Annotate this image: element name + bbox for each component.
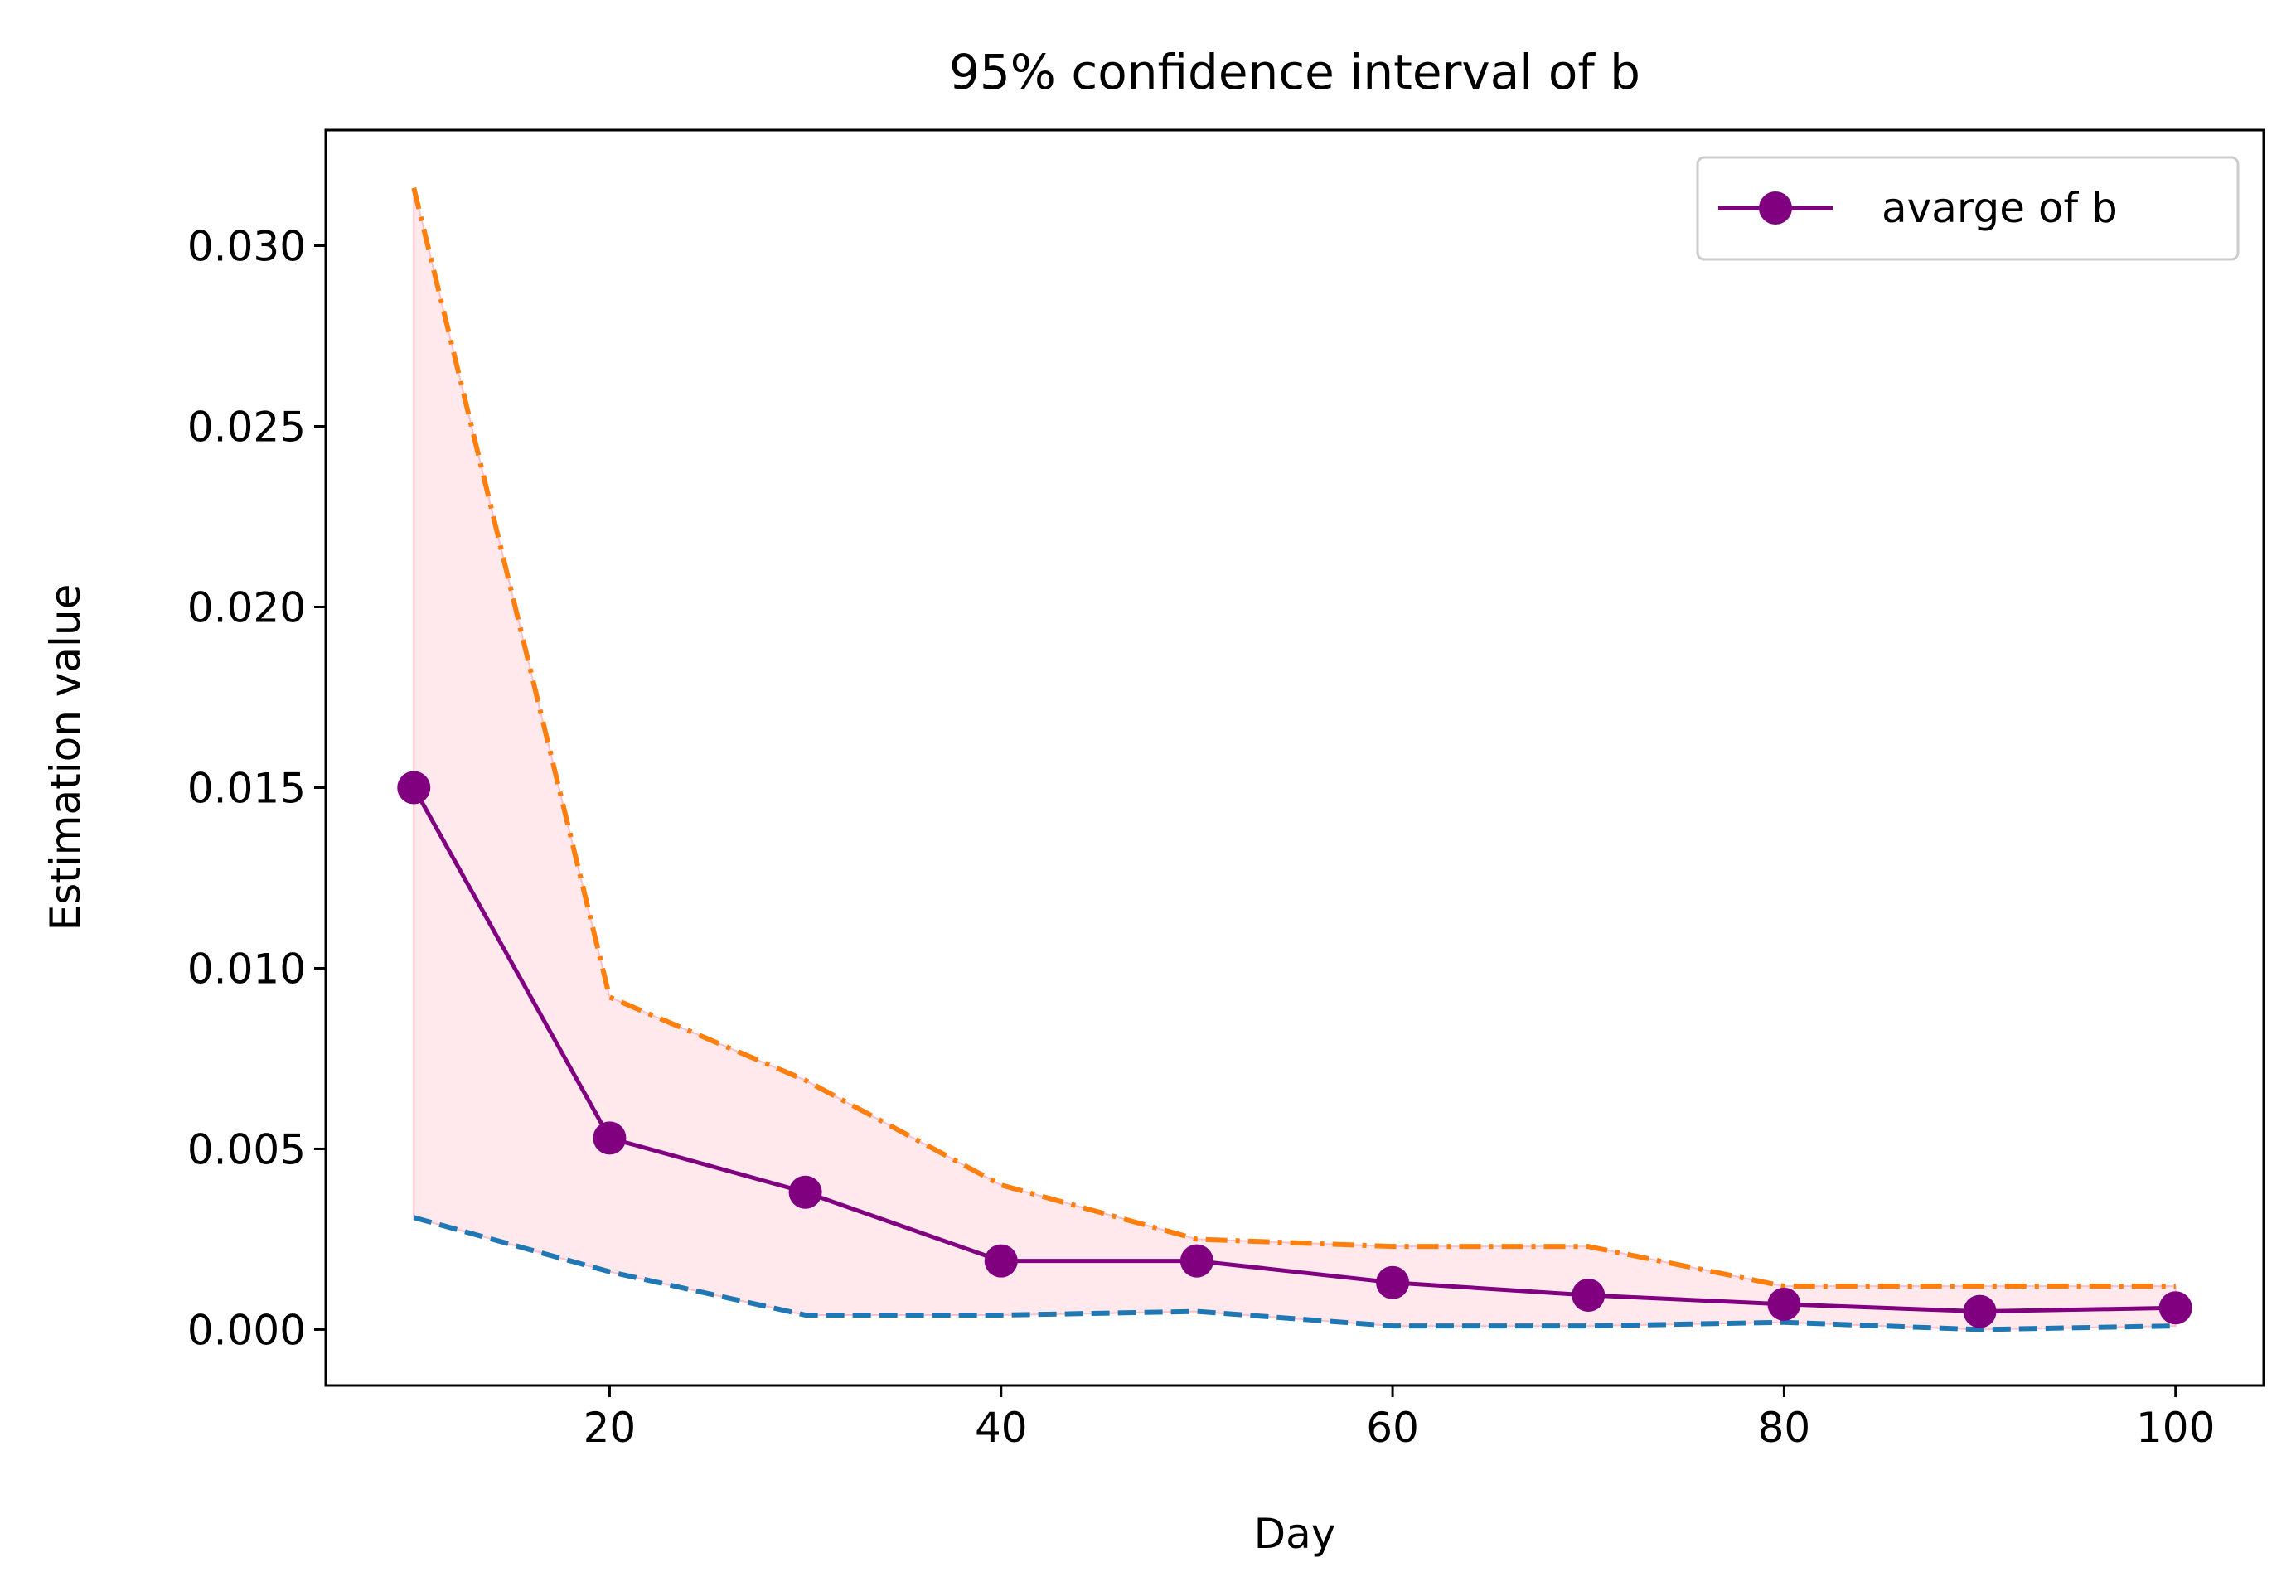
mean-marker [1179, 1244, 1213, 1278]
plot-frame [324, 128, 2265, 1387]
x-tick-label: 40 [975, 1404, 1028, 1452]
mean-marker [984, 1244, 1018, 1278]
mean-marker [1963, 1294, 1997, 1328]
chart-title: 95% confidence interval of b [949, 44, 1640, 100]
y-tick-label: 0.005 [187, 1125, 306, 1173]
x-axis-label: Day [1254, 1510, 1336, 1558]
series-markers [397, 771, 2192, 1328]
y-tick-label: 0.010 [187, 945, 306, 993]
mean-marker [1572, 1279, 1606, 1313]
mean-marker [593, 1121, 627, 1155]
mean-marker [1767, 1287, 1801, 1321]
y-tick-label: 0.000 [187, 1306, 306, 1354]
y-axis-label: Estimation value [41, 584, 90, 931]
x-tick-label: 60 [1366, 1404, 1419, 1452]
x-tick-label: 100 [2136, 1404, 2215, 1452]
mean-line [412, 786, 2176, 1314]
y-axis: 0.000 0.005 0.010 0.015 0.020 0.025 0.030 [187, 223, 326, 1354]
x-tick-label: 80 [1758, 1404, 1811, 1452]
legend: avarge of b [1696, 156, 2240, 261]
legend-label: avarge of b [1882, 184, 2118, 232]
legend-box [1696, 156, 2240, 261]
y-tick-label: 0.025 [187, 403, 306, 451]
legend-marker-sample [1759, 191, 1792, 225]
y-tick-label: 0.015 [187, 764, 306, 812]
series-lines [411, 187, 2176, 1332]
mean-marker [2158, 1291, 2192, 1325]
upper-bound-line [411, 187, 2176, 1289]
mean-marker [1376, 1265, 1410, 1299]
x-axis: 20 40 60 80 100 [584, 1386, 2215, 1452]
y-tick-label: 0.020 [187, 583, 306, 631]
x-tick-label: 20 [584, 1404, 637, 1452]
lower-bound-line [413, 1215, 2176, 1332]
mean-marker [397, 771, 431, 805]
y-tick-label: 0.030 [187, 223, 306, 271]
mean-marker [788, 1175, 822, 1209]
